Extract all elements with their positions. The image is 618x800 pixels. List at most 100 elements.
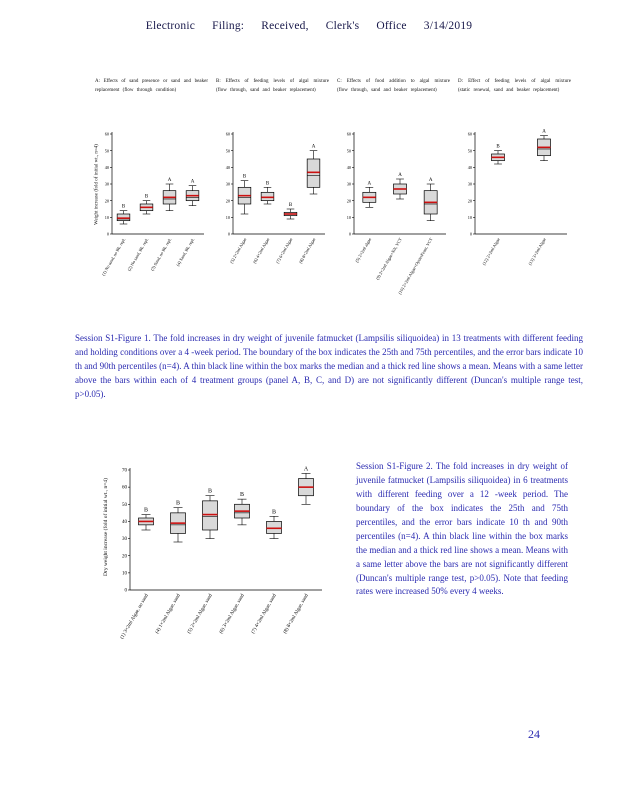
- y-tick-label: 30: [468, 182, 472, 187]
- figure1-caption: Session S1-Figure 1. The fold increases …: [75, 333, 583, 399]
- group-letter: A: [312, 145, 316, 150]
- y-tick-label: 30: [226, 182, 230, 187]
- figure2-caption: Session S1-Figure 2. The fold increases …: [356, 461, 568, 597]
- y-tick-label: 30: [347, 182, 351, 187]
- figure1-panel-a: A: Effects of sand presence or sand and …: [95, 78, 208, 298]
- y-tick-label: 20: [105, 198, 109, 203]
- group-letter: B: [266, 181, 270, 186]
- group-letter: B: [144, 508, 148, 514]
- figure1-panel-d-title: D: Effect of feeding levels of algal mix…: [458, 79, 571, 93]
- group-letter: B: [496, 145, 500, 150]
- group-letter: A: [542, 130, 546, 135]
- y-tick-label: 0: [107, 232, 109, 237]
- category-label: (5) 2×2ml Algae: [229, 237, 248, 264]
- y-tick-label: 20: [347, 198, 351, 203]
- figure1-panel-c-title: C: Effects of food addition to algal mix…: [337, 79, 450, 93]
- figure1-panel-c-boxplot: 0 10 20 30 40 50 60 A (5) 2×2ml algae A (9) 2×2ml …: [347, 132, 446, 296]
- y-tick-label: 40: [122, 520, 128, 525]
- category-label: (6) 3×2ml Algae, sand: [219, 593, 246, 635]
- figure1-panel-c: C: Effects of food addition to algal mix…: [337, 78, 450, 298]
- group-letter: B: [176, 501, 180, 507]
- figure1-panel-d: D: Effect of feeding levels of algal mix…: [458, 78, 571, 298]
- group-letter: A: [304, 466, 309, 472]
- y-tick-label: 40: [468, 165, 472, 170]
- figure1-panel-a-title: A: Effects of sand presence or sand and …: [95, 79, 208, 93]
- figure1-panel-b-boxplot: 0 10 20 30 40 50 60 B (5) 2×2ml Algae B (6) 4×2ml …: [226, 132, 325, 264]
- category-label: (10) 2×2ml Algae+OysterFeast, VCT: [397, 237, 434, 296]
- category-label: (1) No sand, no Bk. repl.: [101, 237, 128, 277]
- y-tick-label: 50: [226, 148, 230, 153]
- group-letter: B: [240, 492, 244, 498]
- category-label: (4) Sand, Bk. repl.: [175, 237, 196, 267]
- figure2-boxplot: 0 10 20 30 40 50 60 70 B (1) 3×2ml Algae, no sand…: [120, 466, 322, 640]
- y-tick-label: 60: [105, 132, 109, 137]
- page-number: 24: [528, 727, 540, 741]
- category-label: (3) Sand, no Bk. repl.: [149, 237, 173, 272]
- y-tick-label: 60: [347, 132, 351, 137]
- group-letter: B: [243, 175, 247, 180]
- group-letter: A: [368, 181, 372, 186]
- box-rect: [266, 521, 282, 534]
- category-label: (2) No sand, Bk. repl.: [126, 237, 150, 272]
- category-label: (5) 2×2ml algae: [354, 237, 372, 263]
- figure1: Weight increase (fold of initial wt., n=…: [95, 78, 581, 298]
- y-tick-label: 20: [226, 198, 230, 203]
- group-letter: B: [272, 509, 276, 515]
- category-label: (12) 2×2ml Algae: [481, 237, 501, 266]
- group-letter: A: [429, 178, 433, 183]
- y-tick-label: 40: [347, 165, 351, 170]
- category-label: (13) 3×2ml Algae: [527, 237, 547, 266]
- category-label: (8) 8×2ml Algae: [298, 237, 317, 264]
- category-label: (1) 3×2ml Algae, no sand: [120, 593, 150, 640]
- y-tick-label: 20: [122, 554, 128, 559]
- category-label: (9) 2×2ml Algae+Silt, VCT: [375, 237, 404, 281]
- y-tick-label: 0: [470, 232, 472, 237]
- y-tick-label: 40: [105, 165, 109, 170]
- figure1-panel-b: B: Effects of feeding levels of algal mi…: [216, 78, 329, 298]
- y-tick-label: 10: [347, 215, 351, 220]
- y-tick-label: 10: [122, 571, 128, 576]
- category-label: (7) 4×2ml Algae, sand: [251, 593, 278, 635]
- group-letter: B: [122, 205, 126, 210]
- y-tick-label: 60: [122, 486, 128, 491]
- y-tick-label: 60: [226, 132, 230, 137]
- box-rect: [306, 158, 321, 188]
- y-tick-label: 10: [468, 215, 472, 220]
- box-rect: [202, 500, 218, 531]
- figure1-panel-a-boxplot: 0 10 20 30 40 50 60 B (1) No sand, no Bk. repl. B…: [101, 132, 204, 277]
- figure1-y-axis-label: Weight increase (fold of initial wt., n=…: [94, 144, 100, 225]
- category-label: (5) 2×2ml Algae, sand: [187, 593, 214, 635]
- category-label: (6) 4×2ml Algae: [252, 237, 271, 264]
- category-label: (8) 8×2ml Algae, sand: [283, 593, 310, 635]
- y-tick-label: 0: [228, 232, 230, 237]
- y-tick-label: 30: [122, 537, 128, 542]
- category-label: (4) 1×2ml Algae, sand: [155, 593, 182, 635]
- figure2: Dry weight increase (fold of initial wt.…: [100, 458, 330, 666]
- box-rect: [116, 213, 131, 222]
- category-label: (7) 6×2ml Algae: [275, 237, 294, 264]
- y-tick-label: 0: [125, 589, 128, 594]
- group-letter: B: [208, 489, 212, 495]
- y-tick-label: 60: [468, 132, 472, 137]
- y-tick-label: 50: [468, 148, 472, 153]
- y-tick-label: 10: [226, 215, 230, 220]
- box-rect: [260, 191, 275, 202]
- figure1-panel-b-title: B: Effects of feeding levels of algal mi…: [216, 79, 329, 93]
- y-tick-label: 30: [105, 182, 109, 187]
- y-tick-label: 50: [122, 503, 128, 508]
- y-tick-label: 50: [347, 148, 351, 153]
- group-letter: B: [289, 203, 293, 208]
- y-tick-label: 70: [122, 469, 128, 474]
- y-tick-label: 0: [349, 232, 351, 237]
- figure1-panel-d-boxplot: 0 10 20 30 40 50 60 B (12) 2×2ml Algae A (13) 3×2m…: [468, 130, 567, 266]
- group-letter: A: [398, 173, 402, 178]
- y-tick-label: 40: [226, 165, 230, 170]
- group-letter: B: [145, 195, 149, 200]
- y-tick-label: 20: [468, 198, 472, 203]
- figure2-y-axis-label: Dry weight increase (fold of initial wt.…: [103, 478, 109, 576]
- y-tick-label: 50: [105, 148, 109, 153]
- y-tick-label: 10: [105, 215, 109, 220]
- group-letter: A: [168, 178, 172, 183]
- group-letter: A: [191, 180, 195, 185]
